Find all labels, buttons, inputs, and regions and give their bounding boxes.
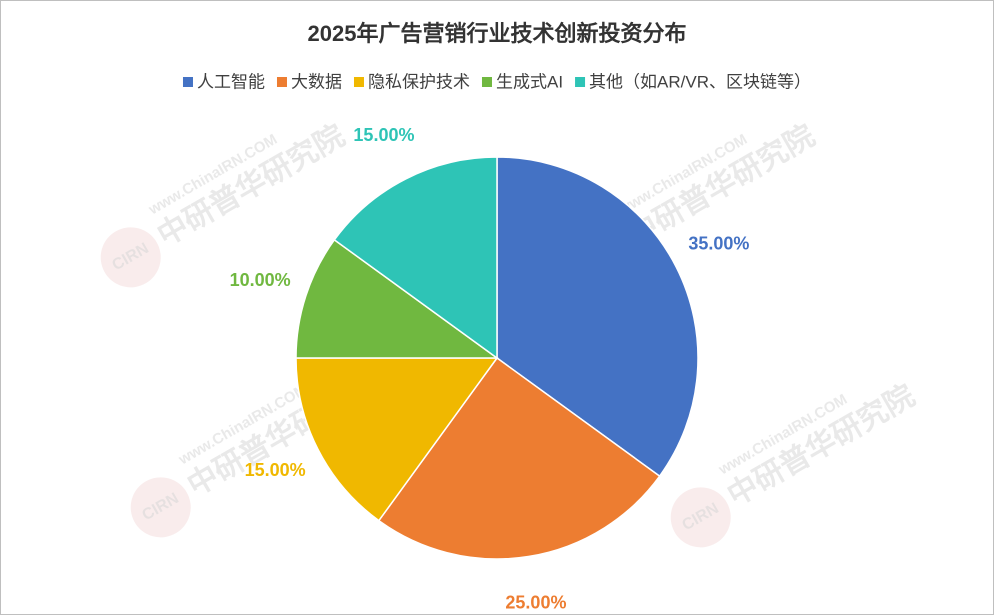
- legend-swatch: [575, 77, 586, 87]
- legend-text: 其他（如AR/VR、区块链等）: [589, 72, 811, 91]
- legend-text: 生成式AI: [496, 72, 563, 91]
- pie-slice: [496, 156, 699, 478]
- legend-text: 大数据: [291, 72, 342, 91]
- pie-slice: [333, 156, 498, 360]
- legend-swatch: [182, 77, 193, 87]
- legend-item: 人工智能: [182, 72, 265, 91]
- watermark-logo: [100, 227, 161, 288]
- chart-title: 2025年广告营销行业技术创新投资分布: [308, 21, 687, 46]
- pie: 35.00% 25.00% 15.00% 10.00% 15.00%: [230, 125, 750, 613]
- legend: 人工智能 大数据 隐私保护技术 生成式AI 其他（如AR/VR、区块链等）: [182, 72, 811, 91]
- pie-slice: [377, 356, 661, 560]
- watermark-logo: [670, 487, 731, 548]
- legend-text: 隐私保护技术: [368, 72, 470, 91]
- data-label: 10.00%: [230, 270, 291, 290]
- legend-item: 隐私保护技术: [353, 72, 470, 91]
- legend-swatch: [276, 77, 287, 87]
- legend-item: 其他（如AR/VR、区块链等）: [575, 72, 811, 91]
- pie-slice: [295, 238, 500, 359]
- legend-swatch: [353, 77, 364, 87]
- legend-text: 人工智能: [197, 72, 265, 91]
- data-label: 25.00%: [505, 593, 566, 613]
- pie-slice: [295, 357, 499, 522]
- legend-item: 生成式AI: [481, 72, 563, 91]
- data-label: 15.00%: [245, 460, 306, 480]
- data-label: 35.00%: [688, 234, 749, 254]
- legend-swatch: [481, 77, 492, 87]
- data-label: 15.00%: [353, 125, 414, 145]
- legend-item: 大数据: [276, 72, 342, 91]
- watermark-logo: [130, 477, 191, 538]
